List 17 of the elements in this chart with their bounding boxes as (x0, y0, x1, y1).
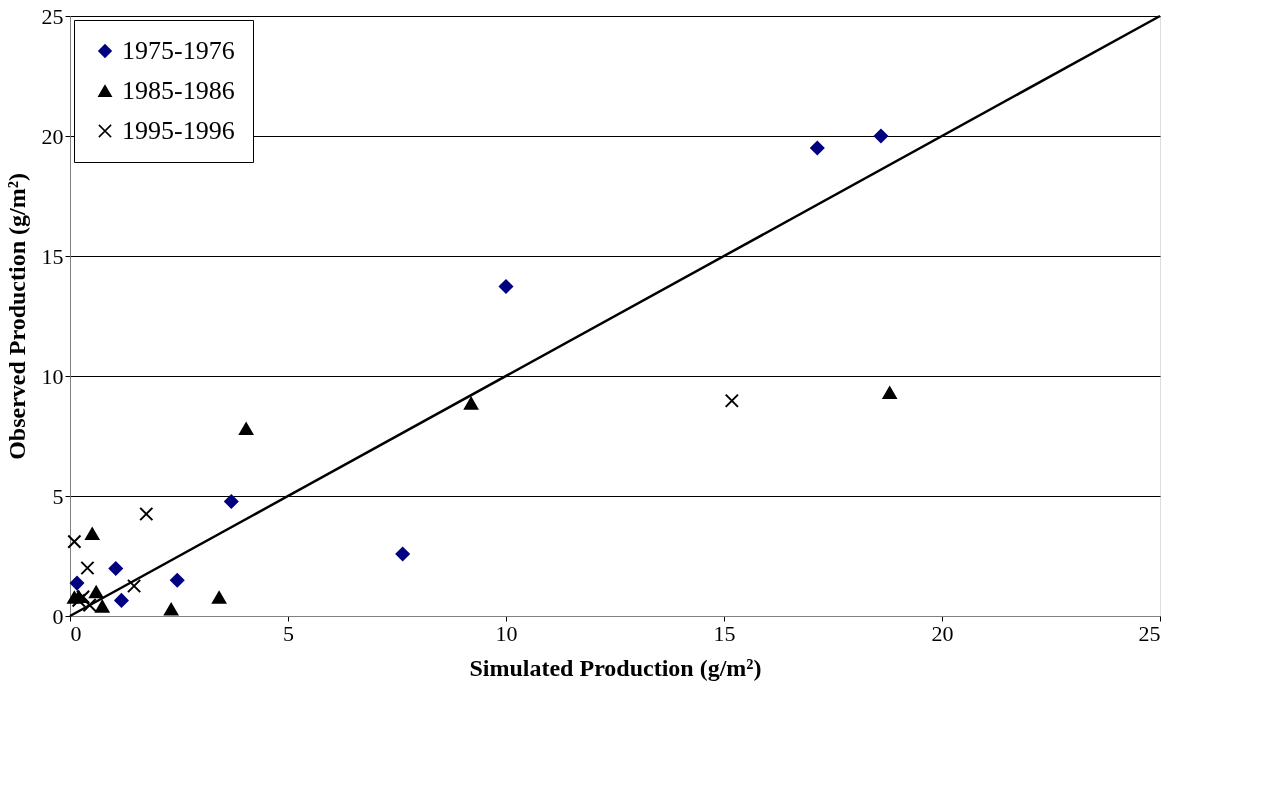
x-tick-label: 10 (495, 620, 518, 646)
y-tick-label: 25 (41, 3, 64, 29)
y-tick-label: 15 (41, 243, 64, 269)
y-axis-title: Observed Production (g/m²) (3, 173, 30, 460)
legend-label: 1975-1976 (122, 36, 235, 65)
x-tick-label: 25 (1138, 620, 1161, 646)
y-tick-label: 10 (41, 363, 64, 389)
legend-label: 1995-1996 (122, 116, 235, 145)
x-tick-label: 20 (931, 620, 954, 646)
x-tick-label: 15 (713, 620, 736, 646)
y-tick-label: 5 (52, 483, 64, 509)
x-tick-label: 5 (283, 620, 294, 646)
y-tick-label: 0 (52, 603, 64, 629)
legend-label: 1985-1986 (122, 76, 235, 105)
x-tick-label: 0 (70, 620, 82, 646)
x-axis-title: Simulated Production (g/m²) (469, 654, 762, 681)
y-tick-label: 20 (41, 123, 64, 149)
